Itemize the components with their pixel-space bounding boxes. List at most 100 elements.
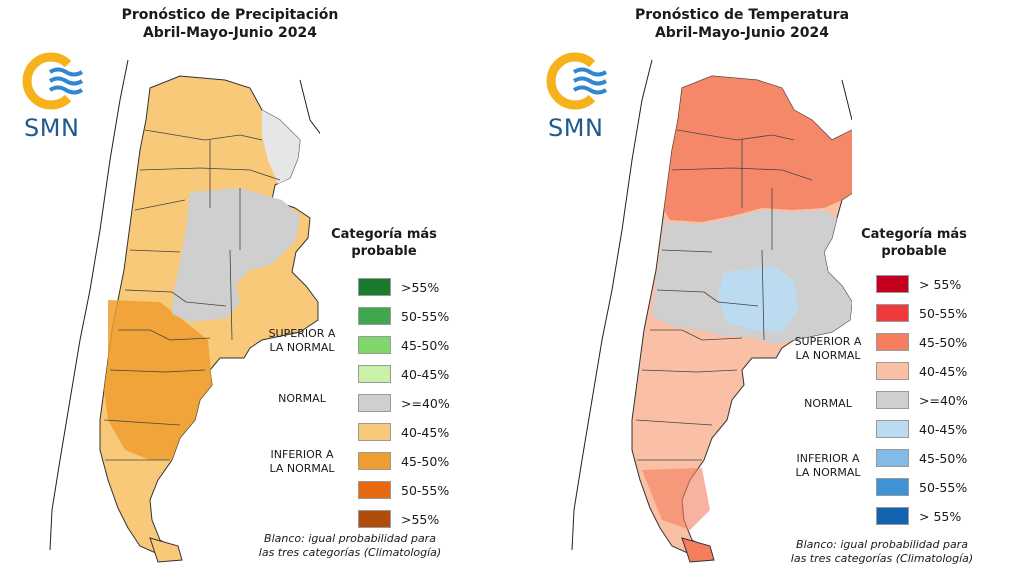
legend-item: 50-55%	[358, 305, 449, 327]
brazil-border	[841, 79, 852, 121]
note-line2: las tres categorías (Climatología)	[790, 552, 974, 565]
smn-logo: SMN	[20, 52, 96, 144]
legend-label: 45-50%	[919, 334, 968, 350]
legend-swatch	[358, 452, 391, 470]
legend-swatch	[358, 510, 391, 528]
legend-label: 45-50%	[401, 453, 450, 469]
legend-item: 40-45%	[876, 360, 967, 382]
inferior-category-label: INFERIOR A LA NORMAL	[788, 452, 868, 480]
tierra-del-fuego	[681, 537, 715, 563]
legend-swatch	[876, 507, 909, 525]
temperature-title-line1: Pronóstico de Temperatura	[634, 7, 850, 23]
superior-line2: LA NORMAL	[269, 341, 335, 354]
legend-label: 40-45%	[401, 424, 450, 440]
legend-label: 45-50%	[401, 337, 450, 353]
legend-swatch	[876, 478, 909, 496]
temperature-title-line2: Abril-Mayo-Junio 2024	[654, 25, 830, 41]
legend-item: 50-55%	[876, 302, 967, 324]
inferior-line1: INFERIOR A	[270, 448, 334, 461]
legend-swatch	[876, 304, 909, 322]
precipitation-legend-title: Categoría más probable	[320, 226, 448, 260]
legend-label: >=40%	[401, 395, 450, 411]
legend-label: 50-55%	[401, 308, 450, 324]
legend-swatch	[876, 391, 909, 409]
legend-swatch	[876, 420, 909, 438]
legend-label: 50-55%	[919, 305, 968, 321]
legend-label: >55%	[401, 511, 440, 527]
smn-logo-text: SMN	[24, 114, 80, 142]
legend-title-line1: Categoría más	[861, 227, 967, 242]
normal-category-label: NORMAL	[804, 397, 852, 410]
northeast-climatology-zone	[262, 110, 300, 184]
legend-item: >55%	[358, 508, 439, 530]
legend-item: >=40%	[358, 392, 450, 414]
legend-label: 50-55%	[401, 482, 450, 498]
inferior-line2: LA NORMAL	[269, 462, 335, 475]
legend-item: > 55%	[876, 273, 961, 295]
legend-swatch	[358, 278, 391, 296]
legend-label: 40-45%	[401, 366, 450, 382]
superior-category-label: SUPERIOR A LA NORMAL	[788, 335, 868, 363]
precipitation-title-line2: Abril-Mayo-Junio 2024	[142, 25, 318, 41]
patagonia-below-normal-zone	[104, 300, 212, 460]
legend-label: > 55%	[919, 508, 962, 524]
legend-item: 45-50%	[358, 450, 449, 472]
legend-label: >=40%	[919, 392, 968, 408]
central-below-normal-zone	[718, 266, 798, 332]
north-above-normal-zone	[664, 76, 852, 222]
temperature-title: Pronóstico de Temperatura Abril-Mayo-Jun…	[552, 6, 932, 42]
smn-logo: SMN	[544, 52, 620, 144]
legend-label: 50-55%	[919, 479, 968, 495]
legend-item: 45-50%	[358, 334, 449, 356]
superior-line2: LA NORMAL	[795, 349, 861, 362]
legend-swatch	[358, 365, 391, 383]
legend-item: 45-50%	[876, 447, 967, 469]
legend-swatch	[876, 333, 909, 351]
legend-label: >55%	[401, 279, 440, 295]
inferior-line1: INFERIOR A	[796, 452, 860, 465]
note-line1: Blanco: igual probabilidad para	[796, 538, 968, 551]
legend-swatch	[358, 394, 391, 412]
inferior-category-label: INFERIOR A LA NORMAL	[262, 448, 342, 476]
legend-swatch	[358, 481, 391, 499]
legend-item: 40-45%	[358, 421, 449, 443]
legend-swatch	[876, 362, 909, 380]
legend-item: 40-45%	[358, 363, 449, 385]
legend-swatch	[358, 423, 391, 441]
legend-title-line2: probable	[881, 244, 947, 259]
legend-item: 40-45%	[876, 418, 967, 440]
legend-item: >55%	[358, 276, 439, 298]
province-borders	[635, 129, 813, 461]
legend-item: 45-50%	[876, 331, 967, 353]
superior-line1: SUPERIOR A	[268, 327, 336, 340]
smn-logo-icon	[22, 52, 84, 110]
central-normal-zone	[172, 188, 300, 322]
legend-label: 40-45%	[919, 421, 968, 437]
south-above-normal-zone	[642, 468, 710, 530]
precipitation-title: Pronóstico de Precipitación Abril-Mayo-J…	[40, 6, 420, 42]
temperature-note: Blanco: igual probabilidad para las tres…	[762, 538, 1002, 566]
brazil-border	[299, 79, 320, 135]
legend-item: > 55%	[876, 505, 961, 527]
tierra-del-fuego	[149, 537, 183, 563]
legend-item: 50-55%	[358, 479, 449, 501]
legend-title-line2: probable	[351, 244, 417, 259]
temperature-panel: Pronóstico de Temperatura Abril-Mayo-Jun…	[512, 0, 1024, 568]
chile-border	[49, 59, 129, 551]
note-line1: Blanco: igual probabilidad para	[264, 532, 436, 545]
note-line2: las tres categorías (Climatología)	[258, 546, 442, 559]
legend-swatch	[358, 307, 391, 325]
superior-category-label: SUPERIOR A LA NORMAL	[262, 327, 342, 355]
temperature-legend-title: Categoría más probable	[850, 226, 978, 260]
legend-swatch	[358, 336, 391, 354]
province-borders	[103, 129, 281, 461]
legend-item: >=40%	[876, 389, 968, 411]
precipitation-map	[49, 59, 320, 563]
smn-logo-text: SMN	[548, 114, 604, 142]
temperature-map	[571, 59, 852, 563]
legend-swatch	[876, 275, 909, 293]
legend-label: > 55%	[919, 276, 962, 292]
legend-label: 45-50%	[919, 450, 968, 466]
precipitation-title-line1: Pronóstico de Precipitación	[121, 7, 339, 23]
legend-label: 40-45%	[919, 363, 968, 379]
